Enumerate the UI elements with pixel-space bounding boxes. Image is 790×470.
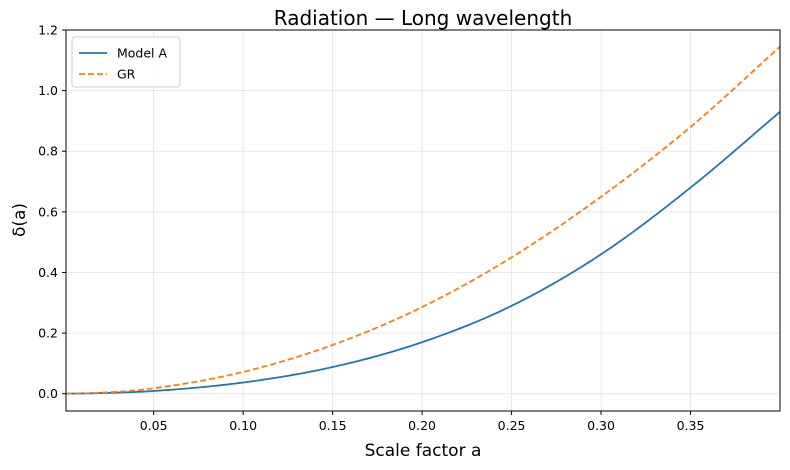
x-tick-label: 0.05 xyxy=(140,418,168,433)
legend-label-model-a: Model A xyxy=(117,46,168,61)
legend: Model A GR xyxy=(71,36,181,88)
y-tick-label: 0.8 xyxy=(38,144,58,159)
x-tick-label: 0.20 xyxy=(408,418,436,433)
series-line-gr xyxy=(65,46,781,395)
x-tick-label: 0.25 xyxy=(498,418,526,433)
y-tick-label: 0.0 xyxy=(38,386,58,401)
series-line-model-a xyxy=(65,111,781,395)
y-axis-title: δ(a) xyxy=(10,203,30,237)
y-tick-label: 0.2 xyxy=(38,326,58,341)
y-tick-label: 0.6 xyxy=(38,204,58,219)
y-tick-label: 1.2 xyxy=(38,23,58,38)
plot-area-frame xyxy=(65,29,781,412)
x-axis-title: Scale factor a xyxy=(365,441,482,461)
tick-layer: 0.05 0.10 0.15 0.20 0.25 0.30 0.35 0.0 0.2 0.4 0.6… xyxy=(38,23,704,434)
legend-label-gr: GR xyxy=(117,67,136,82)
y-tick-label: 0.4 xyxy=(38,265,58,280)
x-tick-label: 0.10 xyxy=(229,418,257,433)
x-tick-label: 0.30 xyxy=(587,418,615,433)
x-tick-label: 0.15 xyxy=(319,418,347,433)
y-tick-label: 1.0 xyxy=(38,83,58,98)
x-tick-label: 0.35 xyxy=(677,418,705,433)
chart-title: Radiation — Long wavelength xyxy=(274,6,573,30)
series-layer xyxy=(65,46,781,395)
